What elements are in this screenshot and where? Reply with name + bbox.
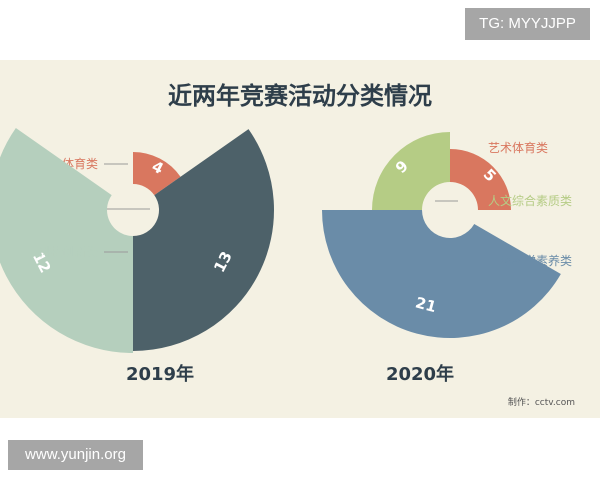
pie-slice-2019-0 — [133, 152, 181, 196]
category-label-2020-2: 自然科学素养类 — [488, 253, 572, 268]
pie-slice-2019-2 — [0, 127, 133, 353]
bottom-watermark-badge: www.yunjin.org — [8, 440, 143, 470]
year-label-2020: 2020年 — [386, 363, 454, 385]
slice-value-label-2020-2: 21 — [414, 293, 439, 316]
category-label-2020-1: 人文综合素质类 — [488, 193, 572, 208]
top-watermark-badge: TG: MYYJJPP — [465, 8, 590, 40]
category-label-2019-2: 科技创新类 — [38, 244, 98, 259]
credit-text: 制作：cctv.com — [508, 396, 575, 408]
pie-slice-2019-1 — [133, 129, 274, 351]
pie-slice-2020-1 — [372, 132, 450, 210]
pie-slice-2020-0 — [450, 149, 511, 210]
chart-2019: 4艺术体育类13学科类12科技创新类 — [0, 127, 274, 353]
category-label-2020-0: 艺术体育类 — [488, 140, 548, 155]
pie-slice-2020-2 — [322, 210, 561, 338]
year-label-2019: 2019年 — [126, 363, 194, 385]
chart-title: 近两年竞赛活动分类情况 — [168, 82, 432, 110]
